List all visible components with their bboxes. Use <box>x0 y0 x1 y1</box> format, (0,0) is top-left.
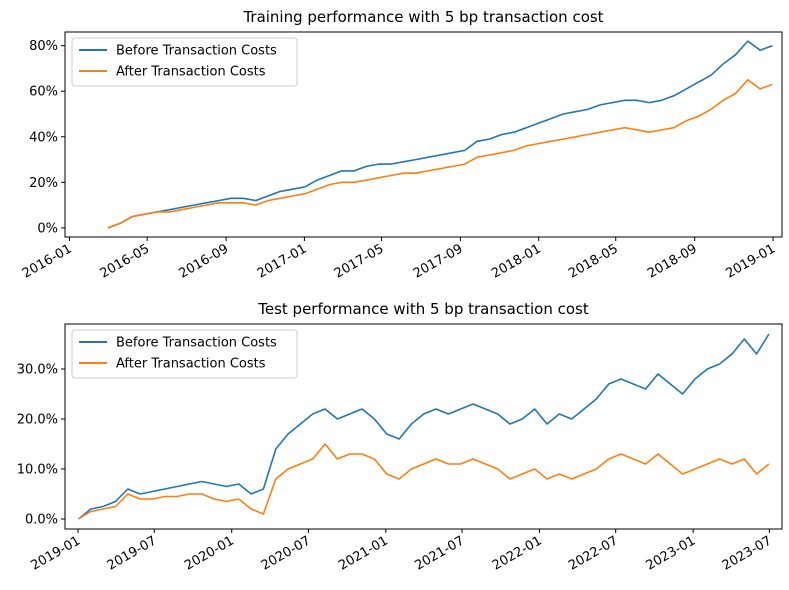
chart-panel-2: Test performance with 5 bp transaction c… <box>17 300 783 574</box>
x-tick-label: 2023-01 <box>644 533 699 573</box>
x-tick-label: 2021-07 <box>412 533 467 573</box>
legend-box <box>71 37 298 87</box>
x-tick-label: 2023-07 <box>720 533 775 573</box>
x-tick-label: 2016-09 <box>177 241 232 281</box>
x-tick-label: 2020-07 <box>259 533 314 573</box>
series-line-before-costs <box>107 40 773 229</box>
x-tick-label: 2018-05 <box>566 241 621 281</box>
x-tick-label: 2017-05 <box>332 241 387 281</box>
y-tick-label: 30.0% <box>17 363 58 378</box>
y-tick-label: 20.0% <box>17 413 58 428</box>
y-tick-label: 0.0% <box>25 513 58 528</box>
y-tick-label: 0% <box>37 221 58 236</box>
chart-title: Training performance with 5 bp transacti… <box>242 8 603 26</box>
legend-label: After Transaction Costs <box>116 357 266 372</box>
x-tick-label: 2022-01 <box>490 533 545 573</box>
plot-area <box>64 323 783 530</box>
y-tick-label: 10.0% <box>17 463 58 478</box>
x-tick-label: 2019-01 <box>723 241 778 281</box>
x-tick-label: 2016-01 <box>20 241 75 281</box>
legend-box <box>71 329 298 379</box>
y-tick-label: 20% <box>29 176 58 191</box>
legend-label: Before Transaction Costs <box>116 336 277 351</box>
y-tick-label: 80% <box>29 39 58 54</box>
x-tick-label: 2016-05 <box>98 241 153 281</box>
series-line-before-costs <box>77 333 770 520</box>
chart-title: Test performance with 5 bp transaction c… <box>257 300 589 318</box>
y-tick-label: 60% <box>29 85 58 100</box>
x-tick-label: 2019-01 <box>29 533 84 573</box>
y-tick-label: 40% <box>29 130 58 145</box>
legend: Before Transaction Costs After Transactio… <box>71 329 298 379</box>
legend-label: Before Transaction Costs <box>116 44 277 59</box>
legend-label: After Transaction Costs <box>116 65 266 80</box>
legend: Before Transaction Costs After Transactio… <box>71 37 298 87</box>
x-tick-label: 2018-09 <box>645 241 700 281</box>
x-tick-label: 2021-01 <box>336 533 391 573</box>
plot-area <box>64 31 783 238</box>
x-tick-label: 2018-01 <box>489 241 544 281</box>
x-tick-label: 2022-07 <box>566 533 621 573</box>
x-tick-label: 2020-01 <box>182 533 237 573</box>
x-tick-label: 2017-09 <box>411 241 466 281</box>
chart-panel-1: Training performance with 5 bp transacti… <box>20 8 783 282</box>
x-tick-label: 2019-07 <box>105 533 160 573</box>
series-line-after-costs <box>78 443 770 520</box>
x-tick-label: 2017-01 <box>255 241 310 281</box>
series-line-after-costs <box>107 79 773 229</box>
